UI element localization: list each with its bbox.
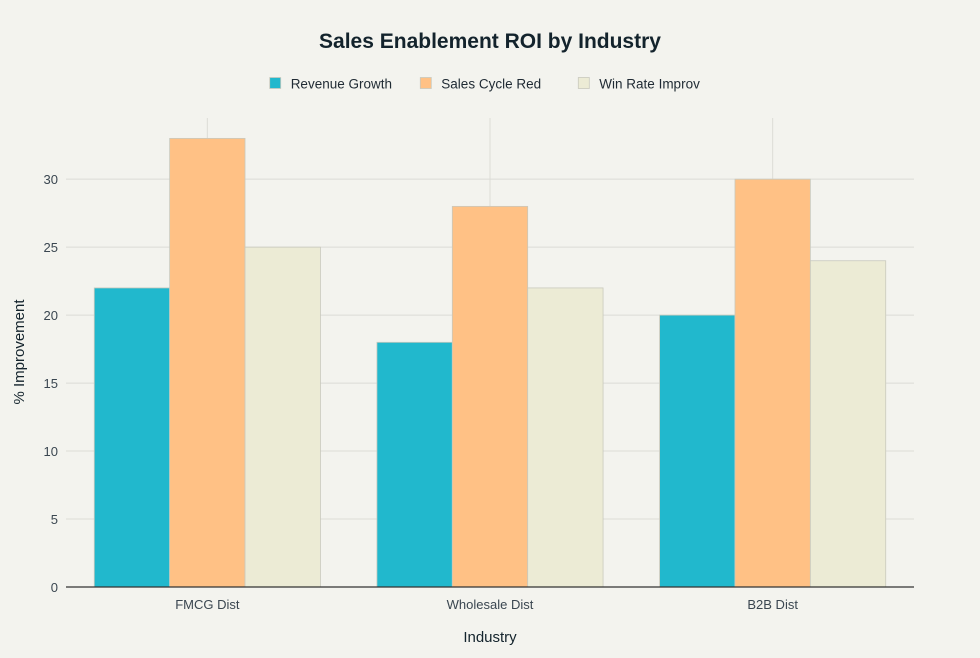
chart-title: Sales Enablement ROI by Industry xyxy=(319,30,661,53)
y-tick-label: 25 xyxy=(44,240,58,255)
bar-win-rate-improv-wholesale-dist xyxy=(527,287,604,588)
y-tick-label: 15 xyxy=(44,376,58,391)
bar-sales-cycle-red-wholesale-dist xyxy=(451,205,529,588)
y-tick-label: 10 xyxy=(44,444,58,459)
bars xyxy=(93,137,887,588)
x-tick-label: Wholesale Dist xyxy=(447,597,534,612)
y-axis-title: % Improvement xyxy=(11,299,28,405)
legend-item-revenue-growth[interactable]: Revenue Growth xyxy=(269,77,392,92)
y-tick-label: 30 xyxy=(44,172,58,187)
bar-sales-cycle-red-fmcg-dist xyxy=(169,137,246,588)
y-tick-label: 20 xyxy=(44,308,58,323)
bar-sales-cycle-red-b2b-dist xyxy=(734,178,811,588)
bar-win-rate-improv-fmcg-dist xyxy=(244,246,321,588)
bar-revenue-growth-fmcg-dist xyxy=(93,287,171,588)
legend-swatch xyxy=(269,77,282,89)
bar-win-rate-improv-b2b-dist xyxy=(809,260,887,588)
legend-label: Revenue Growth xyxy=(291,77,392,92)
legend-label: Win Rate Improv xyxy=(599,77,700,92)
legend-item-win-rate-improv[interactable]: Win Rate Improv xyxy=(577,77,700,92)
axes: 0 5 10 15 20 25 30 FMCG Dist Wholesale Dist B2B D… xyxy=(44,172,914,612)
bar-revenue-growth-b2b-dist xyxy=(659,314,736,588)
x-tick-label: B2B Dist xyxy=(747,597,798,612)
y-tick-label: 5 xyxy=(51,512,58,527)
legend: Revenue Growth Sales Cycle Red Win Rate Im… xyxy=(269,77,700,92)
y-tick-label: 0 xyxy=(51,580,58,595)
legend-label: Sales Cycle Red xyxy=(441,77,541,92)
legend-swatch xyxy=(419,77,432,89)
x-axis-title: Industry xyxy=(463,629,517,646)
bar-revenue-growth-wholesale-dist xyxy=(376,341,453,588)
legend-swatch xyxy=(577,77,590,89)
x-tick-label: FMCG Dist xyxy=(175,597,240,612)
legend-item-sales-cycle-red[interactable]: Sales Cycle Red xyxy=(419,77,541,92)
